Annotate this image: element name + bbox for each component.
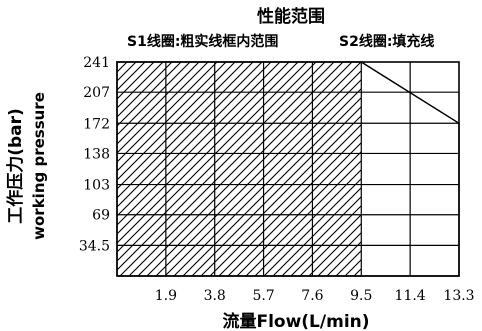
y-tick-label-4: 172 — [83, 116, 110, 132]
y-tick-label-1: 69 — [92, 208, 110, 224]
chart-title: 性能范围 — [257, 6, 325, 27]
legend-s2: S2线圈:填充线 — [339, 33, 434, 50]
x-tick-label-0: 1.9 — [155, 288, 177, 304]
y-tick-label-3: 138 — [83, 146, 110, 162]
x-tick-label-3: 7.6 — [301, 288, 323, 304]
x-tick-label-6: 13.3 — [443, 288, 474, 304]
y-axis-label-cn: 工作压力(bar) — [5, 108, 26, 224]
x-tick-label-4: 9.5 — [350, 288, 372, 304]
y-tick-label-5: 207 — [83, 85, 110, 101]
y-tick-label-6: 241 — [83, 55, 110, 71]
series-s1-boundary — [116, 61, 460, 277]
y-axis-label-en: working pressure — [30, 92, 48, 240]
legend-s1: S1线圈:粗实线框内范围 — [127, 33, 278, 50]
x-tick-label-1: 3.8 — [204, 288, 226, 304]
x-tick-label-2: 5.7 — [252, 288, 274, 304]
series-s2-hatched-area — [117, 62, 362, 276]
y-tick-label-2: 103 — [83, 178, 110, 194]
x-tick-label-5: 11.4 — [395, 288, 426, 304]
y-tick-label-0: 34.5 — [79, 238, 110, 254]
x-axis-label: 流量Flow(L/min) — [222, 311, 369, 331]
